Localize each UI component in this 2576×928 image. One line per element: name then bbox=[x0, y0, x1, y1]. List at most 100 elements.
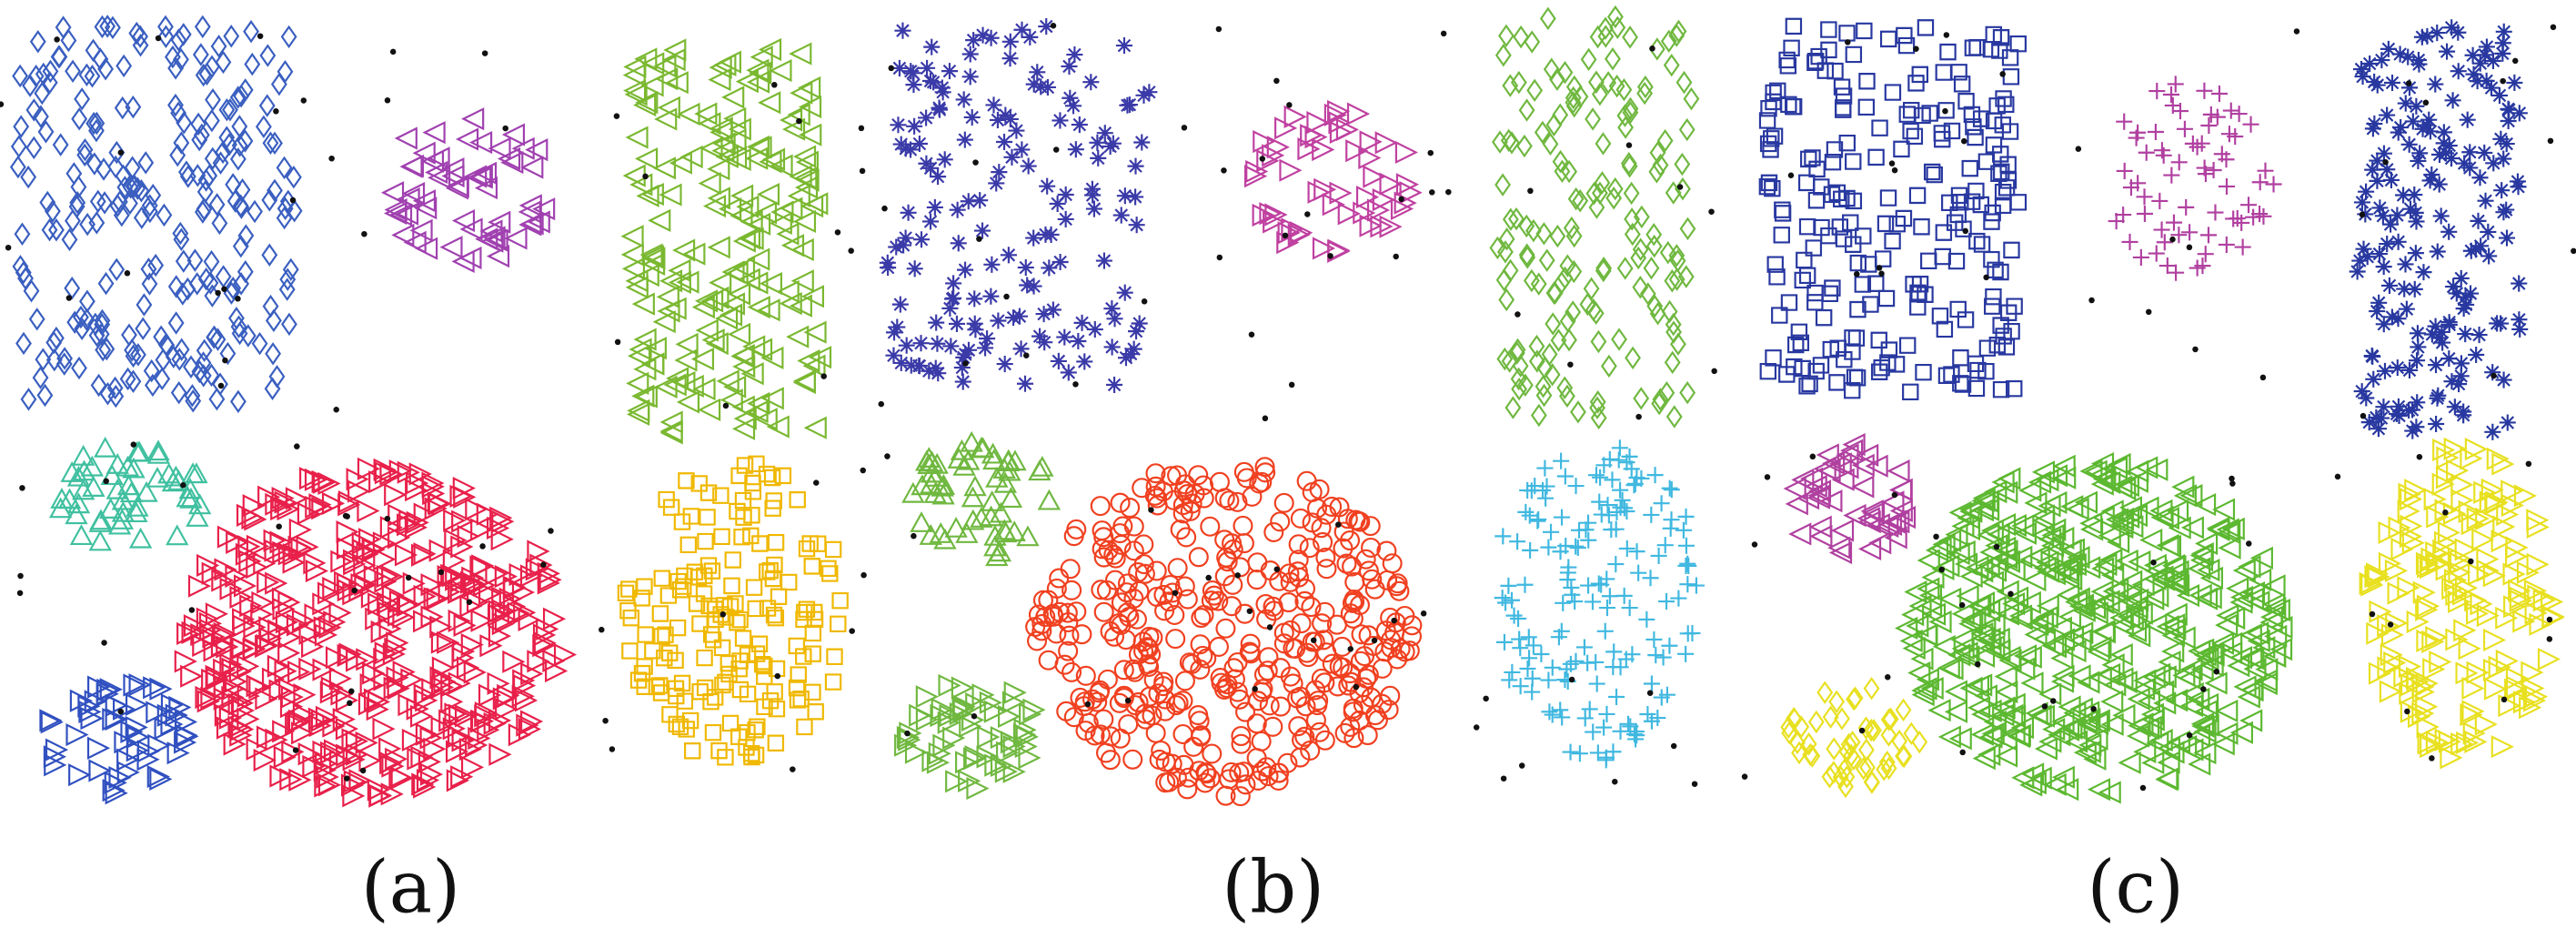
noise-dot bbox=[820, 373, 827, 379]
scatter-symbol bbox=[274, 660, 297, 683]
scatter-symbol bbox=[2215, 721, 2239, 745]
scatter-symbol bbox=[236, 259, 254, 284]
scatter-symbol bbox=[2484, 492, 2508, 516]
scatter-symbol bbox=[451, 509, 475, 533]
scatter-symbol bbox=[200, 686, 224, 710]
scatter-symbol bbox=[2138, 144, 2155, 161]
scatter-symbol bbox=[2156, 507, 2179, 530]
scatter-symbol bbox=[488, 709, 512, 732]
scatter-symbol bbox=[674, 348, 698, 372]
scatter-symbol bbox=[989, 111, 1006, 128]
scatter-symbol bbox=[1807, 362, 1825, 380]
scatter-symbol bbox=[465, 733, 488, 757]
scatter-symbol bbox=[709, 55, 732, 79]
scatter-symbol bbox=[445, 568, 468, 591]
noise-dot bbox=[479, 543, 486, 550]
noise-dot bbox=[19, 485, 25, 491]
scatter-symbol bbox=[1585, 298, 1602, 322]
scatter-symbol bbox=[1518, 214, 1535, 238]
scatter-symbol bbox=[1513, 25, 1530, 49]
scatter-symbol bbox=[1902, 383, 1919, 400]
scatter-symbol bbox=[898, 337, 915, 354]
scatter-symbol bbox=[108, 257, 126, 282]
scatter-symbol bbox=[766, 415, 790, 439]
scatter-symbol bbox=[2229, 210, 2246, 227]
scatter-symbol bbox=[669, 151, 692, 175]
scatter-symbol bbox=[1774, 201, 1791, 218]
scatter-symbol bbox=[1329, 181, 1353, 205]
noise-dot bbox=[117, 149, 125, 156]
noise-dot bbox=[124, 270, 131, 277]
scatter-symbol bbox=[88, 530, 112, 551]
scatter-symbol bbox=[1665, 405, 1683, 429]
scatter-symbol bbox=[926, 198, 943, 216]
scatter-symbol bbox=[2375, 316, 2392, 333]
scatter-symbol bbox=[279, 768, 303, 792]
scatter-symbol bbox=[2128, 714, 2151, 738]
scatter-symbol bbox=[2452, 269, 2470, 287]
scatter-symbol bbox=[1113, 660, 1134, 681]
noise-dot bbox=[16, 590, 24, 597]
scatter-symbol bbox=[1796, 251, 1813, 269]
scatter-symbol bbox=[1278, 592, 1299, 613]
scatter-symbol bbox=[231, 115, 248, 138]
scatter-symbol bbox=[1916, 668, 1939, 691]
scatter-symbol bbox=[1933, 125, 1951, 142]
scatter-symbol bbox=[251, 590, 275, 614]
scatter-symbol bbox=[2373, 52, 2390, 69]
scatter-symbol bbox=[1535, 375, 1552, 398]
scatter-symbol bbox=[129, 177, 146, 200]
scatter-symbol bbox=[2132, 248, 2149, 266]
noise-dot bbox=[790, 766, 796, 772]
scatter-symbol bbox=[1642, 570, 1659, 587]
scatter-symbol bbox=[362, 661, 386, 685]
scatter-symbol bbox=[2462, 242, 2480, 259]
scatter-symbol bbox=[1093, 709, 1114, 730]
scatter-symbol bbox=[1967, 355, 1985, 373]
scatter-symbol bbox=[384, 197, 408, 222]
scatter-symbol bbox=[1374, 131, 1398, 155]
scatter-symbol bbox=[1793, 715, 1810, 739]
scatter-symbol bbox=[1279, 563, 1300, 584]
scatter-symbol bbox=[157, 462, 181, 484]
scatter-symbol bbox=[768, 700, 786, 718]
scatter-symbol bbox=[983, 700, 1007, 723]
scatter-symbol bbox=[1896, 26, 1913, 45]
scatter-symbol bbox=[1842, 433, 1866, 457]
scatter-symbol bbox=[1950, 187, 1968, 205]
scatter-symbol bbox=[652, 310, 676, 334]
scatter-symbol bbox=[2409, 325, 2426, 342]
noise-dot bbox=[1891, 166, 1898, 174]
scatter-symbol bbox=[107, 155, 125, 179]
scatter-symbol bbox=[116, 54, 133, 78]
scatter-symbol bbox=[1052, 112, 1069, 129]
scatter-symbol bbox=[2420, 547, 2444, 570]
scatter-symbol bbox=[1057, 186, 1074, 204]
scatter-symbol bbox=[2145, 559, 2168, 583]
scatter-symbol bbox=[2112, 703, 2136, 727]
scatter-symbol bbox=[1565, 86, 1582, 110]
scatter-symbol bbox=[1142, 705, 1162, 726]
scatter-symbol bbox=[700, 597, 718, 615]
scatter-symbol bbox=[933, 79, 951, 96]
scatter-symbol bbox=[1902, 101, 1920, 119]
scatter-symbol bbox=[926, 751, 951, 774]
scatter-symbol bbox=[1973, 236, 1991, 253]
scatter-symbol bbox=[238, 550, 262, 573]
scatter-symbol bbox=[781, 117, 806, 141]
scatter-symbol bbox=[437, 630, 460, 654]
scatter-symbol bbox=[2218, 236, 2235, 253]
scatter-symbol bbox=[659, 269, 683, 293]
scatter-symbol bbox=[1097, 669, 1118, 690]
scatter-symbol bbox=[1020, 157, 1037, 175]
scatter-symbol bbox=[1987, 627, 2010, 651]
scatter-symbol bbox=[2218, 151, 2235, 168]
scatter-symbol bbox=[64, 276, 81, 300]
scatter-symbol bbox=[1556, 60, 1574, 85]
scatter-symbol bbox=[653, 55, 677, 78]
scatter-symbol bbox=[930, 365, 947, 382]
scatter-symbol bbox=[1994, 116, 2011, 134]
scatter-symbol bbox=[1160, 574, 1181, 596]
scatter-symbol bbox=[2383, 308, 2400, 326]
scatter-symbol bbox=[1258, 766, 1279, 787]
